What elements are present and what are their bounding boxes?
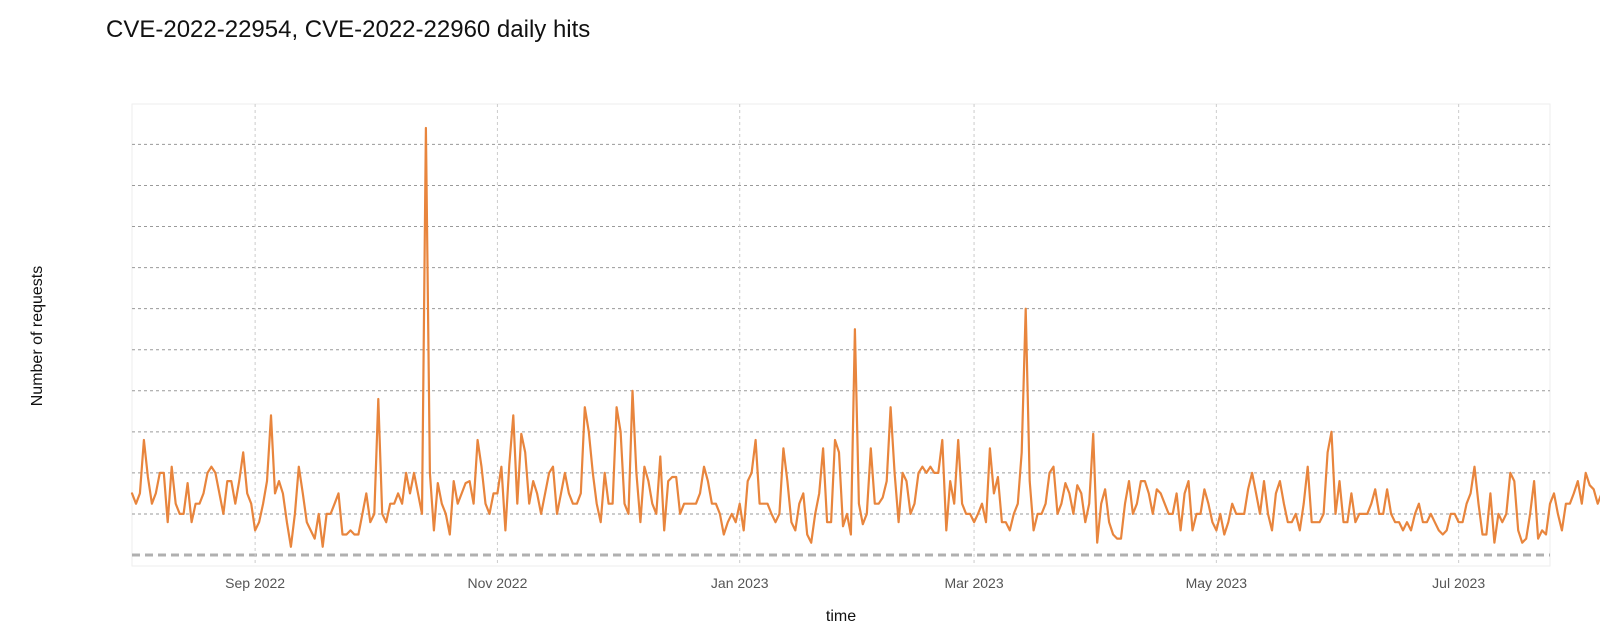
chart-title: CVE-2022-22954, CVE-2022-22960 daily hit…	[106, 16, 590, 43]
x-tick-label: Nov 2022	[467, 575, 527, 591]
series-layer	[130, 126, 1600, 548]
series-line	[130, 126, 1600, 548]
x-tick-label: Sep 2022	[225, 575, 285, 591]
x-tick-labels: Sep 2022 Nov 2022 Jan 2023 Mar 2023 May 2023…	[225, 575, 1485, 591]
plot-frame	[131, 103, 1551, 567]
x-tick-label: May 2023	[1186, 575, 1248, 591]
x-tick-label: Jan 2023	[711, 575, 769, 591]
x-tick-label: Mar 2023	[944, 575, 1003, 591]
x-axis-title: time	[826, 608, 856, 625]
y-axis-title: Number of requests	[29, 266, 46, 407]
x-tick-label: Jul 2023	[1432, 575, 1485, 591]
